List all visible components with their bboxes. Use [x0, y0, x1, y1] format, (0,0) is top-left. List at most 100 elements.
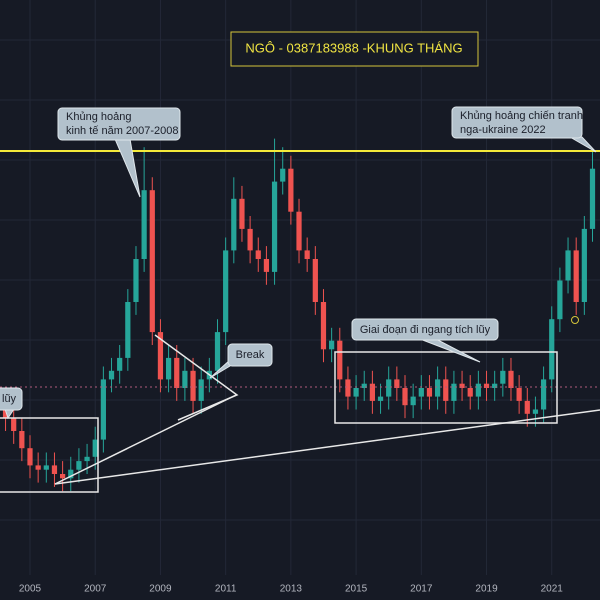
candle-body — [329, 340, 335, 350]
candle-body — [214, 332, 221, 371]
candle-body — [190, 370, 196, 401]
candle-body — [263, 259, 270, 272]
candle-body — [394, 379, 400, 388]
candles — [2, 138, 596, 492]
candle-body — [402, 388, 408, 406]
callout-text: Khủng hoảng chiến tranh — [460, 110, 583, 122]
candle-body — [549, 319, 555, 380]
candle-body — [280, 168, 286, 182]
candle-body — [149, 190, 155, 333]
candle-body — [377, 396, 384, 401]
callout — [0, 387, 23, 411]
candle-body — [60, 474, 66, 479]
candle-body — [296, 211, 302, 251]
candle-body — [11, 418, 17, 431]
callout-text: lũy — [2, 393, 17, 405]
x-tick-label: 2013 — [280, 584, 303, 595]
candle-body — [157, 332, 164, 380]
candle-body — [540, 379, 547, 410]
callout — [227, 343, 273, 367]
candle-body — [239, 198, 245, 229]
trend-line — [54, 394, 237, 485]
candle-body — [304, 250, 310, 259]
candle-body — [524, 400, 530, 414]
candle-body — [100, 379, 106, 440]
candle-body — [141, 190, 147, 259]
x-tick-label: 2015 — [345, 584, 368, 595]
x-tick-label: 2009 — [149, 584, 172, 595]
candle-body — [76, 461, 82, 470]
candle-body — [361, 383, 367, 388]
x-tick-label: 2011 — [215, 584, 237, 595]
candle-body — [223, 250, 229, 333]
box — [334, 351, 558, 424]
candle-body — [435, 379, 441, 397]
callout-text: Giai đoạn đi ngang tích lũy — [360, 324, 491, 336]
candle-body — [117, 357, 123, 371]
candle-body — [492, 383, 498, 388]
candle-body — [43, 465, 49, 470]
candle-body — [589, 168, 596, 229]
candle-body — [125, 302, 131, 358]
candle-body — [312, 259, 318, 302]
candle-body — [500, 370, 506, 384]
candle-body — [516, 388, 522, 401]
candle-body — [92, 439, 98, 457]
candle-body — [557, 280, 563, 320]
callout-text: kinh tế năm 2007-2008 — [66, 125, 179, 137]
candle-body — [2, 409, 9, 419]
candle-body — [443, 379, 449, 401]
candle-body — [133, 259, 139, 302]
candle-body — [68, 469, 74, 479]
candle-body — [459, 383, 465, 388]
candle-body — [345, 379, 351, 397]
candle-body — [247, 228, 253, 251]
candle-body — [288, 168, 294, 212]
candle-body — [19, 431, 25, 449]
candle-body — [418, 388, 424, 397]
candle-body — [581, 228, 587, 302]
x-tick-label: 2005 — [19, 584, 42, 595]
candle-body — [165, 357, 172, 380]
candle-body — [532, 409, 539, 414]
candle-body — [35, 465, 41, 470]
x-tick-label: 2021 — [541, 584, 564, 595]
candle-body — [51, 465, 58, 474]
candle-body — [337, 340, 343, 380]
trend-line — [54, 409, 600, 485]
title-box — [230, 31, 479, 67]
candle-body — [320, 302, 327, 350]
triangle — [154, 334, 239, 421]
callout — [451, 106, 583, 139]
callout — [57, 107, 181, 141]
candle-body — [369, 383, 375, 401]
candle-body — [198, 379, 204, 401]
candle-body — [84, 456, 90, 462]
candle-body — [508, 370, 514, 388]
box — [0, 417, 99, 493]
x-tick-label: 2019 — [475, 584, 498, 595]
candle-body — [174, 357, 180, 388]
x-tick-label: 2017 — [410, 584, 433, 595]
candle-body — [483, 383, 490, 388]
callout-text: nga-ukraine 2022 — [460, 124, 546, 136]
candle-body — [386, 379, 392, 397]
x-tick-label: 2007 — [84, 584, 107, 595]
candle-body — [410, 396, 416, 406]
callout-text: Break — [236, 349, 265, 361]
candle-body — [353, 388, 359, 397]
callout — [351, 318, 499, 341]
candle-body — [475, 383, 481, 397]
candle-body — [231, 198, 237, 251]
candle-body — [565, 250, 571, 281]
chart-title: NGÔ - 0387183988 -KHUNG THÁNG — [245, 40, 462, 55]
candle-body — [108, 370, 115, 380]
candle-body — [467, 388, 473, 397]
callout-text: Khủng hoảng — [66, 111, 131, 123]
marker — [571, 316, 579, 324]
candle-body — [271, 181, 278, 272]
x-axis: 2005 2007 2009 2011 2013 2015 2017 2019 2021 — [19, 584, 563, 595]
candle-body — [451, 383, 457, 401]
